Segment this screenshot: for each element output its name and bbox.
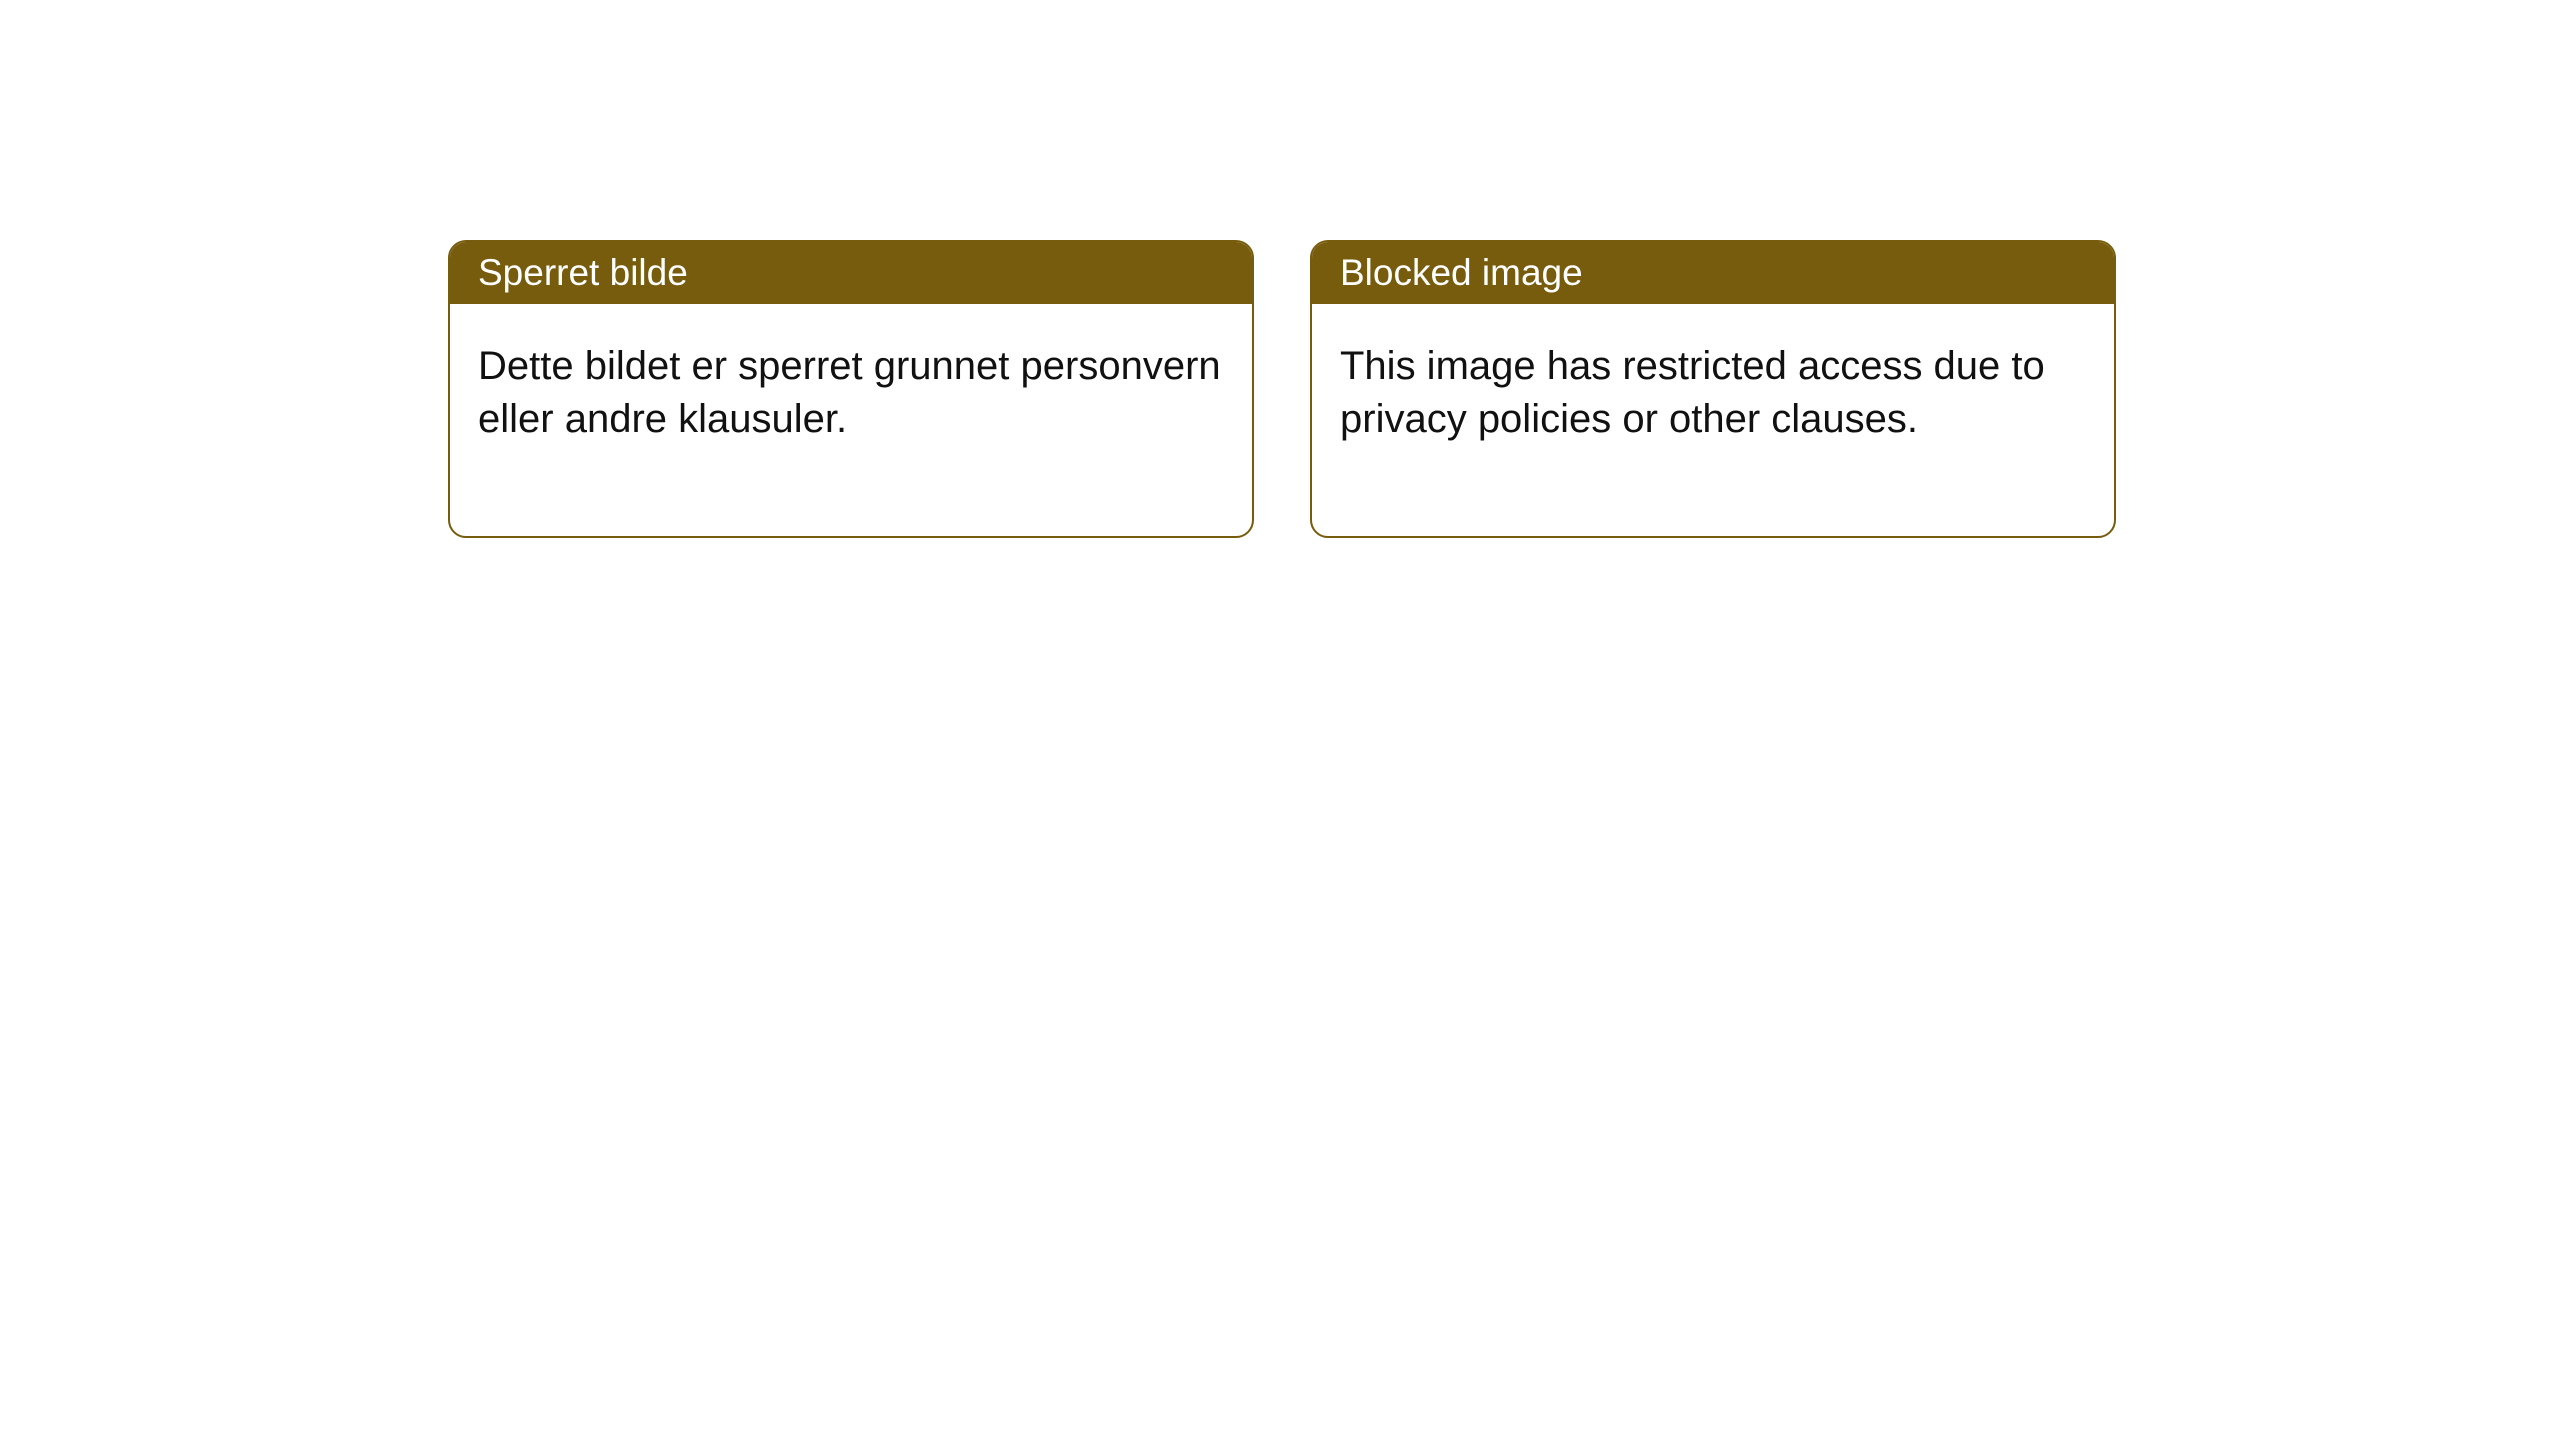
notice-header-en: Blocked image [1312, 242, 2114, 304]
notice-body-no: Dette bildet er sperret grunnet personve… [450, 304, 1252, 536]
notice-title-en: Blocked image [1340, 252, 1583, 293]
notice-header-no: Sperret bilde [450, 242, 1252, 304]
notice-container: Sperret bilde Dette bildet er sperret gr… [0, 0, 2560, 538]
notice-card-en: Blocked image This image has restricted … [1310, 240, 2116, 538]
notice-card-no: Sperret bilde Dette bildet er sperret gr… [448, 240, 1254, 538]
notice-title-no: Sperret bilde [478, 252, 688, 293]
notice-text-no: Dette bildet er sperret grunnet personve… [478, 344, 1221, 441]
notice-body-en: This image has restricted access due to … [1312, 304, 2114, 536]
notice-text-en: This image has restricted access due to … [1340, 344, 2045, 441]
